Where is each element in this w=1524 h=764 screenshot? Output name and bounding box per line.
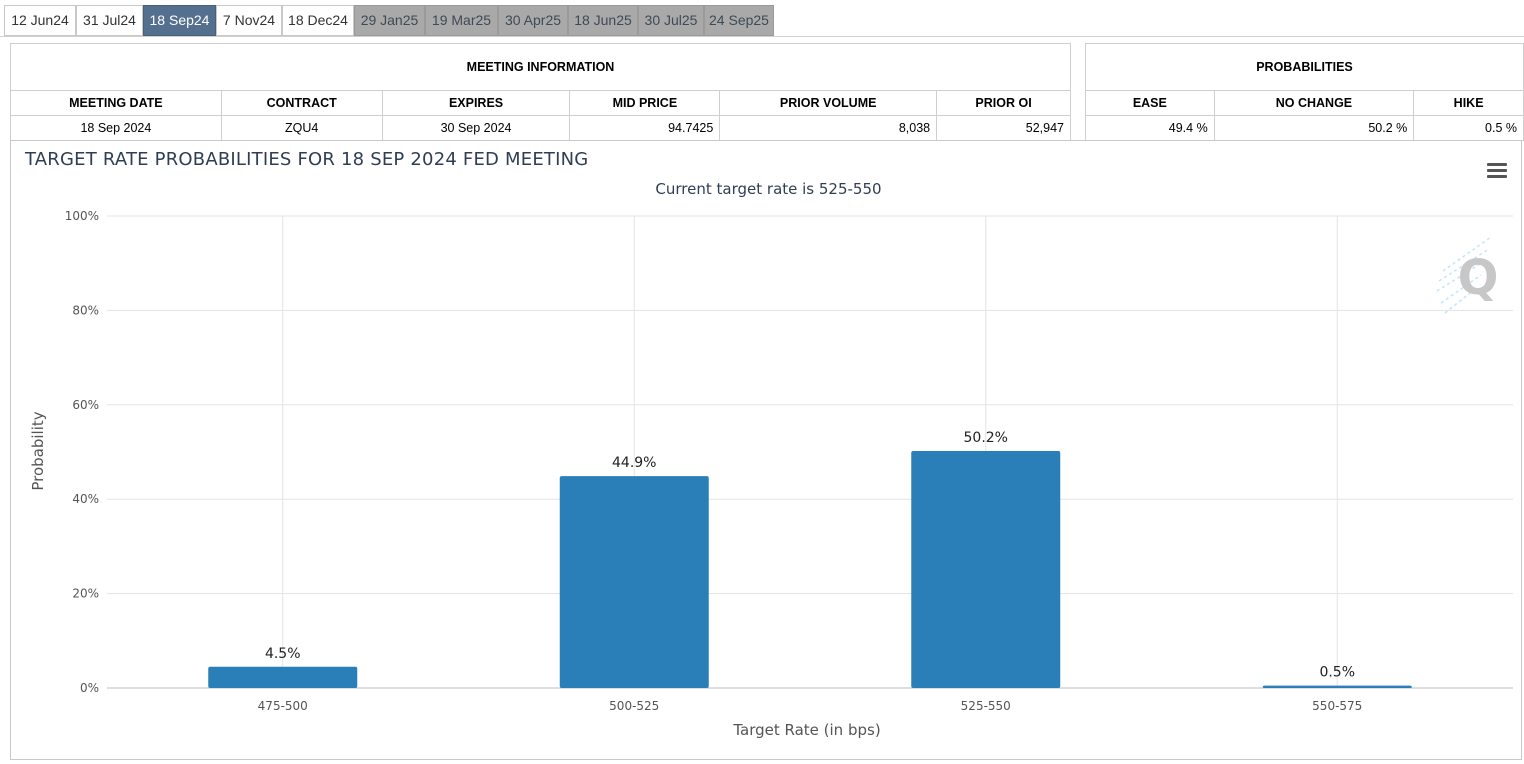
- quikstrike-logo-icon: Q: [1436, 236, 1499, 314]
- meeting-date-value: 18 Sep 2024: [10, 115, 222, 141]
- header-no-change: NO CHANGE: [1213, 90, 1415, 116]
- x-axis-title: Target Rate (in bps): [732, 721, 880, 739]
- x-tick-label: 525-550: [961, 699, 1011, 713]
- bar[interactable]: [1262, 685, 1412, 688]
- header-expires: EXPIRES: [381, 90, 571, 116]
- tab-29-jan25[interactable]: 29 Jan25: [354, 5, 425, 36]
- bar-value-label: 50.2%: [964, 430, 1008, 446]
- tab-12-jun24[interactable]: 12 Jun24: [4, 5, 76, 36]
- tab-18-jun25[interactable]: 18 Jun25: [568, 5, 638, 36]
- y-tick-label: 20%: [72, 587, 99, 601]
- bar-value-label: 4.5%: [265, 646, 301, 662]
- y-axis-title: Probability: [29, 411, 47, 490]
- header-prior-oi: PRIOR OI: [936, 90, 1071, 116]
- tab-18-dec24[interactable]: 18 Dec24: [282, 5, 354, 36]
- header-prior-volume: PRIOR VOLUME: [719, 90, 938, 116]
- bar-value-label: 0.5%: [1319, 665, 1355, 681]
- bar-chart: 0% 20% 40% 60% 80% 100% 4.5% 475-500 44.9% 500-52…: [29, 209, 1513, 739]
- header-ease: EASE: [1085, 90, 1215, 116]
- bar[interactable]: [559, 476, 709, 688]
- probabilities-table: PROBABILITIES EASE NO CHANGE HIKE 49.4 %…: [1085, 43, 1524, 141]
- y-tick-label: 60%: [72, 398, 99, 412]
- header-mid-price: MID PRICE: [569, 90, 721, 116]
- header-contract: CONTRACT: [220, 90, 383, 116]
- y-tick-label: 80%: [72, 303, 99, 317]
- no-change-value: 50.2 %: [1213, 115, 1415, 141]
- header-hike: HIKE: [1413, 90, 1524, 116]
- target-rate-chart-panel: TARGET RATE PROBABILITIES FOR 18 SEP 202…: [10, 140, 1522, 760]
- hamburger-menu-icon[interactable]: [1487, 163, 1507, 179]
- ease-value: 49.4 %: [1085, 115, 1215, 141]
- tab-7-nov24[interactable]: 7 Nov24: [216, 5, 282, 36]
- contract-value: ZQU4: [220, 115, 383, 141]
- expires-value: 30 Sep 2024: [381, 115, 571, 141]
- x-tick-label: 475-500: [258, 699, 308, 713]
- tab-19-mar25[interactable]: 19 Mar25: [425, 5, 498, 36]
- prior-volume-value: 8,038: [719, 115, 938, 141]
- tab-30-jul25[interactable]: 30 Jul25: [638, 5, 704, 36]
- svg-text:Q: Q: [1458, 250, 1499, 306]
- x-tick-label: 500-525: [609, 699, 659, 713]
- y-tick-label: 0%: [80, 681, 99, 695]
- tab-30-apr25[interactable]: 30 Apr25: [498, 5, 568, 36]
- chart-title: TARGET RATE PROBABILITIES FOR 18 SEP 202…: [25, 149, 589, 170]
- meeting-information-title: MEETING INFORMATION: [10, 43, 1071, 91]
- tab-18-sep24[interactable]: 18 Sep24: [143, 5, 216, 36]
- tab-24-sep25[interactable]: 24 Sep25: [704, 5, 774, 36]
- bar[interactable]: [208, 666, 358, 688]
- tab-bar-divider: [0, 36, 1524, 37]
- bar-value-label: 44.9%: [612, 455, 656, 471]
- y-tick-label: 40%: [72, 492, 99, 506]
- tab-31-jul24[interactable]: 31 Jul24: [76, 5, 143, 36]
- y-tick-label: 100%: [65, 209, 99, 223]
- hike-value: 0.5 %: [1413, 115, 1524, 141]
- x-tick-label: 550-575: [1312, 699, 1362, 713]
- header-meeting-date: MEETING DATE: [10, 90, 222, 116]
- meeting-information-table: MEETING INFORMATION MEETING DATE CONTRAC…: [10, 43, 1071, 141]
- bar[interactable]: [911, 451, 1061, 688]
- mid-price-value: 94.7425: [569, 115, 721, 141]
- chart-subtitle: Current target rate is 525-550: [655, 180, 882, 198]
- probabilities-title: PROBABILITIES: [1085, 43, 1524, 91]
- prior-oi-value: 52,947: [936, 115, 1071, 141]
